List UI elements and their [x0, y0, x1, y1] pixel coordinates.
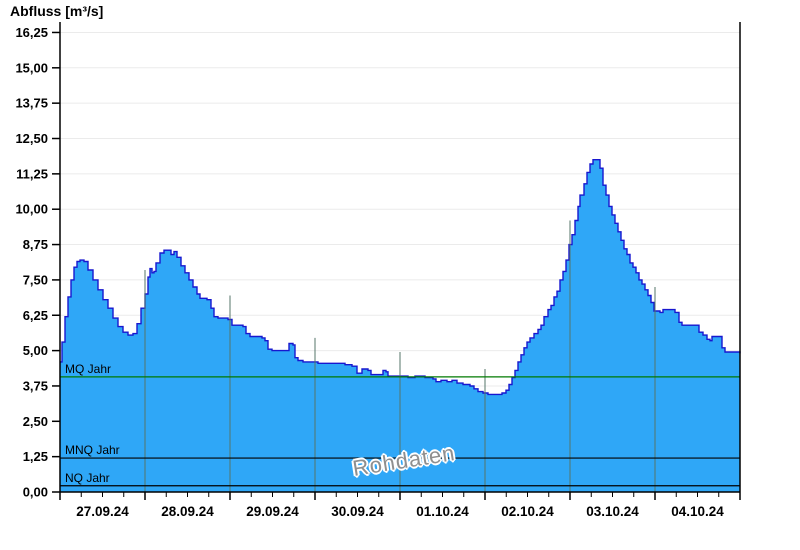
mnq-jahr-label: MNQ Jahr: [65, 443, 120, 457]
y-tick-label: 16,25: [15, 25, 48, 40]
discharge-curve-outline: [60, 159, 741, 396]
y-tick-label: 13,75: [15, 96, 48, 111]
mq-jahr-label: MQ Jahr: [65, 362, 111, 376]
y-tick-label: 11,25: [16, 166, 48, 181]
y-tick-label: 12,50: [15, 131, 48, 146]
y-tick-label: 3,75: [23, 378, 48, 393]
y-tick-label: 6,25: [23, 308, 48, 323]
x-day-label: 03.10.24: [586, 504, 639, 519]
x-day-label: 29.09.24: [246, 504, 299, 519]
x-day-label: 28.09.24: [161, 504, 214, 519]
x-day-label: 02.10.24: [501, 504, 554, 519]
y-tick-label: 2,50: [23, 414, 48, 429]
x-day-label: 30.09.24: [331, 504, 384, 519]
y-tick-label: 8,75: [23, 237, 48, 252]
y-tick-label: 5,00: [23, 343, 48, 358]
nq-jahr-label: NQ Jahr: [65, 471, 110, 485]
x-day-label: 01.10.24: [416, 504, 469, 519]
y-tick-label: 7,50: [23, 272, 48, 287]
y-tick-label: 0,00: [23, 485, 48, 500]
x-day-label: 04.10.24: [671, 504, 724, 519]
x-day-label: 27.09.24: [76, 504, 129, 519]
y-tick-label: 10,00: [15, 202, 48, 217]
y-tick-label: 1,25: [23, 449, 48, 464]
y-tick-label: 15,00: [15, 60, 48, 75]
y-axis-title: Abfluss [m³/s]: [10, 3, 104, 19]
